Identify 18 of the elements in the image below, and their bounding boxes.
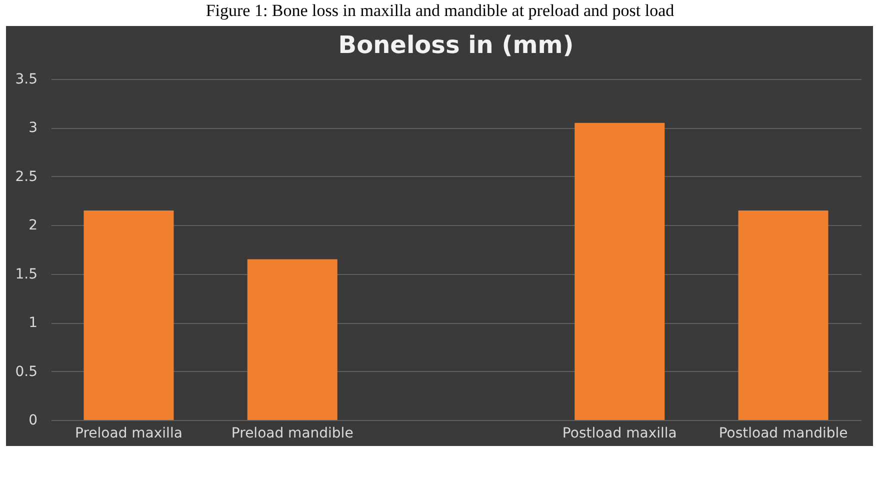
- chart-title: Boneloss in (mm): [338, 31, 574, 59]
- x-tick-label: Postload maxilla: [562, 426, 677, 442]
- bar: [574, 122, 665, 420]
- y-tick-label: 0: [28, 412, 38, 428]
- x-tick-label: Preload mandible: [231, 426, 354, 442]
- y-tick-label: 2: [28, 218, 38, 234]
- bar: [84, 210, 174, 420]
- x-tick-label: Preload maxilla: [75, 426, 182, 442]
- y-tick-label: 0.5: [15, 364, 38, 380]
- bar: [738, 210, 828, 420]
- y-tick-label: 3.5: [15, 72, 38, 88]
- y-tick-label: 2.5: [15, 168, 38, 185]
- y-tick-label: 1.5: [15, 266, 38, 282]
- x-tick-label: Postload mandible: [718, 426, 848, 442]
- caption: Figure 1: Bone loss in maxilla and mandible at preload and post load: [204, 0, 676, 22]
- y-tick-label: 1: [28, 315, 38, 332]
- bar: [247, 259, 338, 420]
- y-tick-label: 3: [28, 120, 38, 136]
